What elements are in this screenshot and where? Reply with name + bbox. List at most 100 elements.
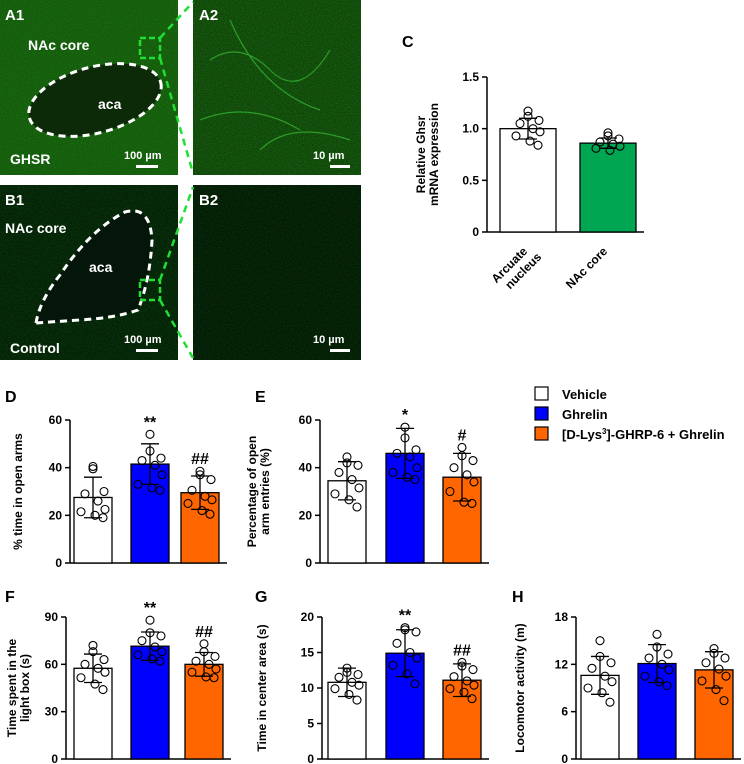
data-point-C-0 — [534, 115, 544, 125]
data-point-F-1 — [145, 628, 155, 638]
panel-A2: A2 10 µm — [193, 0, 361, 175]
y-tick-label-F: 60 — [45, 657, 59, 671]
data-point-E-2 — [457, 442, 467, 452]
data-point-E-2 — [467, 498, 477, 508]
y-tick-label-H: 12 — [555, 657, 569, 671]
data-point-C-0 — [535, 127, 545, 137]
data-point-H-1 — [644, 653, 654, 663]
y-tick-label-G: 20 — [301, 610, 315, 624]
data-point-G-1 — [388, 660, 398, 670]
data-point-D-1 — [156, 453, 166, 463]
data-point-G-1 — [412, 653, 422, 663]
panel-label-H: H — [512, 589, 524, 606]
y-axis-title-D: % time in open arms — [11, 433, 25, 550]
y-axis-title-E: Percentage of open — [245, 436, 259, 547]
charts: C 0 0.5 1.0 1.5 Relative Ghsr mRNA expression A… — [5, 34, 741, 764]
data-point-D-0 — [93, 496, 103, 506]
data-point-D-2 — [207, 495, 217, 505]
y-tick-label-F: 90 — [45, 610, 59, 624]
panel-label-C: C — [402, 34, 414, 51]
data-point-F-2 — [191, 656, 201, 666]
data-point-D-2 — [187, 485, 197, 495]
data-point-G-0 — [330, 684, 340, 694]
zoom-box-B1 — [138, 278, 162, 302]
data-point-H-0 — [583, 683, 593, 693]
data-point-E-1 — [392, 448, 402, 458]
data-point-D-1 — [145, 429, 155, 439]
y-axis-title-F: light box (s) — [18, 654, 32, 722]
data-point-E-0 — [334, 467, 344, 477]
panel-label-G: G — [255, 589, 267, 606]
data-point-H-0 — [606, 658, 616, 668]
data-point-G-2 — [445, 684, 455, 694]
data-point-C-1 — [605, 145, 615, 155]
data-point-D-0 — [88, 464, 98, 474]
y-axis-title-G: Time in center area (s) — [255, 624, 269, 751]
y-tick-label-G: 5 — [307, 717, 314, 731]
chart-E: E 0 20 40 60 Percentage of open arm entries (%… — [245, 389, 489, 570]
data-point-E-0 — [354, 483, 364, 493]
y-tick-label-D: 40 — [49, 461, 63, 475]
zoom-connector-A-bottom — [158, 57, 195, 174]
data-point-D-1 — [147, 483, 157, 493]
data-point-E-0 — [342, 458, 352, 468]
significance-E-2: # — [458, 427, 467, 444]
panel-label-B2: B2 — [199, 192, 218, 209]
zoom-connector-A-top — [159, 1, 194, 39]
chart-D: D 0 20 40 60 % time in open arms ** ## — [5, 389, 227, 570]
data-point-G-0 — [334, 672, 344, 682]
data-point-G-2 — [449, 672, 459, 682]
data-point-H-1 — [664, 665, 674, 675]
y-tick-label-G: 0 — [307, 752, 314, 764]
scale-bar-B2 — [330, 349, 350, 352]
data-point-G-2 — [468, 664, 478, 675]
x-category-line: NAc core — [563, 244, 610, 291]
data-point-E-1 — [388, 467, 398, 477]
aca-label-A1: aca — [98, 96, 122, 112]
data-point-F-1 — [147, 654, 157, 664]
data-point-E-0 — [342, 452, 352, 462]
panel-label-E: E — [255, 389, 266, 406]
data-point-C-0 — [511, 131, 521, 141]
legend-label-vehicle: Vehicle — [562, 387, 607, 402]
legend-label-antagonist-end: ]-GHRP-6 + Ghrelin — [606, 427, 724, 442]
data-point-H-2 — [701, 658, 711, 668]
legend-swatch-vehicle — [534, 386, 549, 401]
scale-label-A2: 10 µm — [313, 150, 345, 162]
data-point-C-1 — [603, 128, 613, 138]
scale-bar-A1 — [136, 165, 158, 168]
data-point-F-0 — [80, 659, 90, 669]
data-point-F-0 — [100, 667, 110, 677]
bar-F-2 — [184, 663, 224, 760]
significance-F-1: ** — [144, 600, 157, 617]
data-point-C-1 — [603, 131, 613, 141]
data-point-H-0 — [600, 671, 610, 681]
data-point-E-2 — [469, 477, 479, 487]
data-point-E-1 — [410, 475, 420, 485]
data-point-D-2 — [183, 498, 193, 508]
data-point-H-2 — [721, 671, 731, 681]
data-point-F-0 — [76, 673, 86, 683]
data-point-G-1 — [392, 638, 402, 648]
data-point-F-2 — [187, 667, 197, 677]
data-point-E-2 — [449, 463, 459, 473]
y-axis-title-F: Time spent in the — [5, 638, 19, 737]
data-point-H-2 — [714, 664, 724, 674]
data-point-H-1 — [652, 629, 662, 639]
y-tick-label-D: 60 — [49, 413, 63, 427]
data-point-F-0 — [88, 640, 98, 650]
panel-A1: A1 NAc core aca GHSR 100 µm — [0, 0, 178, 175]
legend-swatch-antagonist — [534, 426, 549, 441]
data-point-E-0 — [344, 495, 354, 505]
y-axis-title-E: arm entries (%) — [258, 448, 272, 535]
y-tick-label-D: 20 — [49, 508, 63, 522]
panel-label-A1: A1 — [5, 7, 24, 24]
stain-label-B1: Control — [10, 340, 60, 356]
data-point-G-0 — [353, 669, 363, 680]
aca-region-A1 — [28, 63, 162, 137]
panel-B1: B1 NAc core aca Control 100 µm — [0, 185, 178, 360]
data-point-F-2 — [199, 647, 209, 657]
y-tick-label-H: 6 — [561, 705, 568, 719]
data-point-E-0 — [347, 475, 357, 485]
legend-label-antagonist: [D-Lys3]-GHRP-6 + Ghrelin — [562, 427, 725, 442]
